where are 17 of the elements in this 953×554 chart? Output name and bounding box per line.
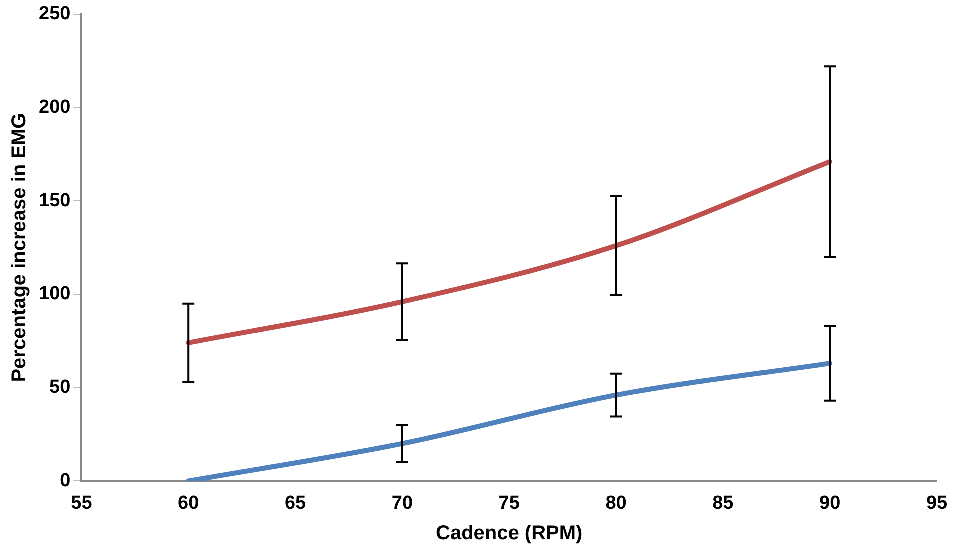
x-axis-title: Cadence (RPM) [436, 522, 583, 545]
x-tick-label: 55 [71, 492, 93, 514]
y-tick-label: 150 [39, 190, 71, 212]
y-tick-label: 100 [39, 284, 71, 305]
x-tick-label: 95 [926, 492, 948, 514]
x-tick-label: 60 [178, 492, 200, 514]
x-tick-label: 80 [606, 492, 627, 514]
y-axis-title: Percentage increase in EMG [8, 113, 31, 382]
x-tick-label: 65 [284, 492, 307, 514]
y-tick-label: 250 [39, 4, 71, 25]
x-tick-label: 85 [712, 492, 734, 514]
x-tick-label: 75 [498, 492, 520, 514]
y-tick-label: 200 [39, 96, 71, 118]
x-tick-label: 90 [820, 492, 841, 514]
y-tick-label: 0 [60, 470, 71, 492]
x-tick-label: 70 [392, 492, 414, 514]
y-tick-label: 50 [50, 377, 71, 398]
